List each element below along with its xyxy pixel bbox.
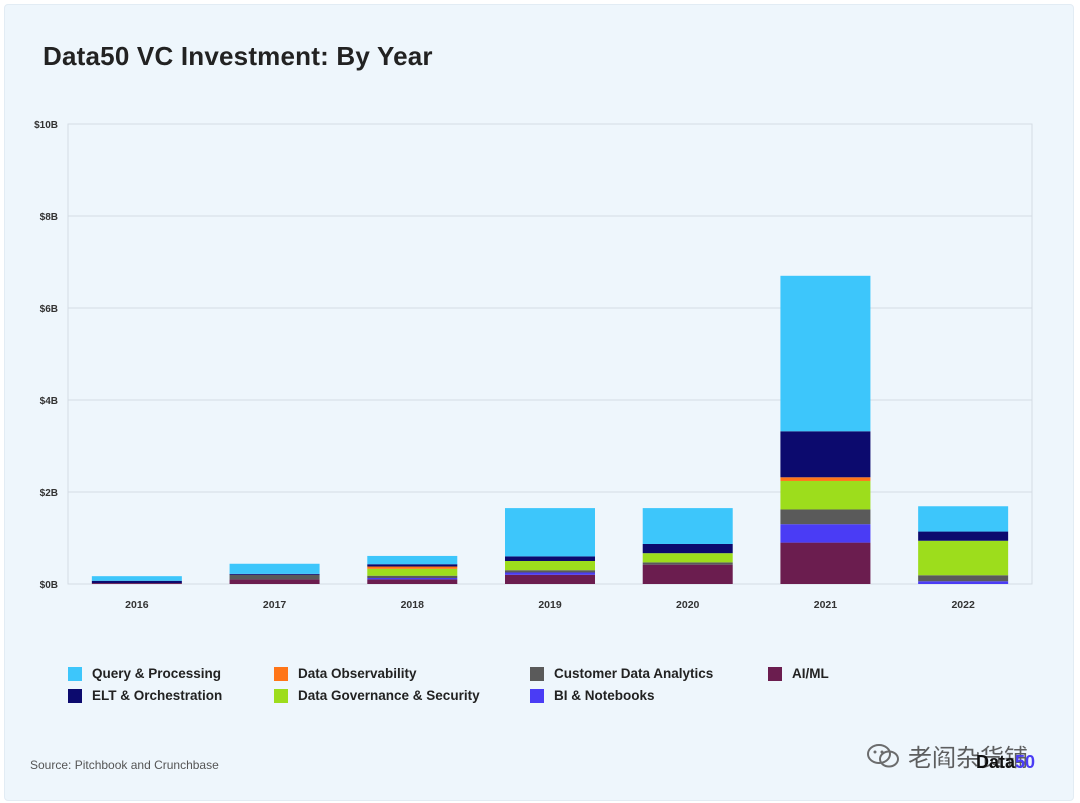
legend-label: ELT & Orchestration <box>92 688 223 703</box>
bar-segment <box>642 508 733 544</box>
y-tick-label: $8B <box>40 212 58 223</box>
bar-segment <box>367 575 458 579</box>
bar-segment <box>91 580 182 584</box>
legend-item: AI/ML <box>768 666 829 681</box>
data50-logo: Data50 <box>976 752 1035 773</box>
legend-item: Data Observability <box>274 666 417 681</box>
bar-segment <box>367 555 458 565</box>
x-tick-label: 2016 <box>125 599 149 611</box>
bar-segment <box>367 564 458 567</box>
x-tick-label: 2022 <box>951 599 975 611</box>
y-tick-label: $10B <box>34 120 58 131</box>
bar-segment <box>367 579 458 584</box>
source-note: Source: Pitchbook and Crunchbase <box>30 758 219 772</box>
y-tick-label: $0B <box>40 580 58 591</box>
bar-segment <box>918 531 1009 541</box>
bar-segment <box>367 568 458 576</box>
legend-label: Data Governance & Security <box>298 688 480 703</box>
bar-segment <box>505 561 595 571</box>
x-tick-label: 2021 <box>814 599 838 611</box>
legend-swatch <box>530 688 544 703</box>
bar-segment <box>642 564 733 584</box>
bar-segment <box>780 480 871 510</box>
x-tick-label: 2018 <box>401 599 425 611</box>
legend-item: Data Governance & Security <box>274 688 480 703</box>
bar-segment <box>505 570 595 573</box>
legend-swatch <box>274 688 288 703</box>
legend-swatch <box>68 688 82 703</box>
bar-segment <box>780 542 871 584</box>
legend-label: Data Observability <box>298 666 417 681</box>
bar-segment <box>505 574 595 584</box>
legend-swatch <box>274 666 288 681</box>
bar-segment <box>229 563 320 574</box>
bar-segment <box>918 540 1009 576</box>
legend-label: Query & Processing <box>92 666 222 681</box>
x-tick-label: 2020 <box>676 599 700 611</box>
bar-segment <box>229 574 320 580</box>
watermark-text: 老阎杂货铺 <box>908 745 1028 772</box>
legend-label: Customer Data Analytics <box>554 666 714 681</box>
bar-segment <box>780 509 871 525</box>
bar-segment <box>780 477 871 481</box>
bar-segment <box>780 431 871 478</box>
y-tick-label: $2B <box>40 488 58 499</box>
wechat-icon <box>867 743 899 767</box>
chart-legend: Query & Processing Data Observability Cust… <box>68 666 968 716</box>
legend-swatch <box>530 666 544 681</box>
legend-item: ELT & Orchestration <box>68 688 222 703</box>
y-tick-label: $4B <box>40 396 58 407</box>
bar-segment <box>918 575 1009 582</box>
bar-segment <box>642 553 733 563</box>
legend-swatch <box>768 666 782 681</box>
bar-segment <box>780 524 871 543</box>
logo-text: Data <box>976 752 1016 772</box>
legend-swatch <box>68 666 82 681</box>
legend-label: BI & Notebooks <box>554 688 655 703</box>
legend-label: AI/ML <box>792 666 829 681</box>
legend-item: Query & Processing <box>68 666 221 681</box>
y-tick-label: $6B <box>40 304 58 315</box>
bar-segment <box>367 578 458 580</box>
bar-segment <box>229 573 320 575</box>
x-tick-label: 2017 <box>263 599 287 611</box>
chart-title: Data50 VC Investment: By Year <box>43 41 433 71</box>
bar-segment <box>91 583 182 584</box>
bar-segment <box>505 508 595 557</box>
bar-segment <box>505 572 595 575</box>
bar-segment <box>642 562 733 565</box>
bar-segment <box>505 556 595 561</box>
bar-segment <box>918 581 1009 584</box>
bar-segment <box>918 506 1009 532</box>
watermark: 老阎杂货铺 <box>866 738 1028 773</box>
bar-segment <box>780 275 871 432</box>
x-tick-label: 2019 <box>538 599 562 611</box>
logo-accent: 50 <box>1015 752 1036 772</box>
legend-item: Customer Data Analytics <box>530 666 713 681</box>
legend-item: BI & Notebooks <box>530 688 655 703</box>
bar-segment <box>229 579 320 584</box>
bar-segment <box>642 543 733 554</box>
bar-segment <box>91 576 182 581</box>
bar-segment <box>367 566 458 569</box>
